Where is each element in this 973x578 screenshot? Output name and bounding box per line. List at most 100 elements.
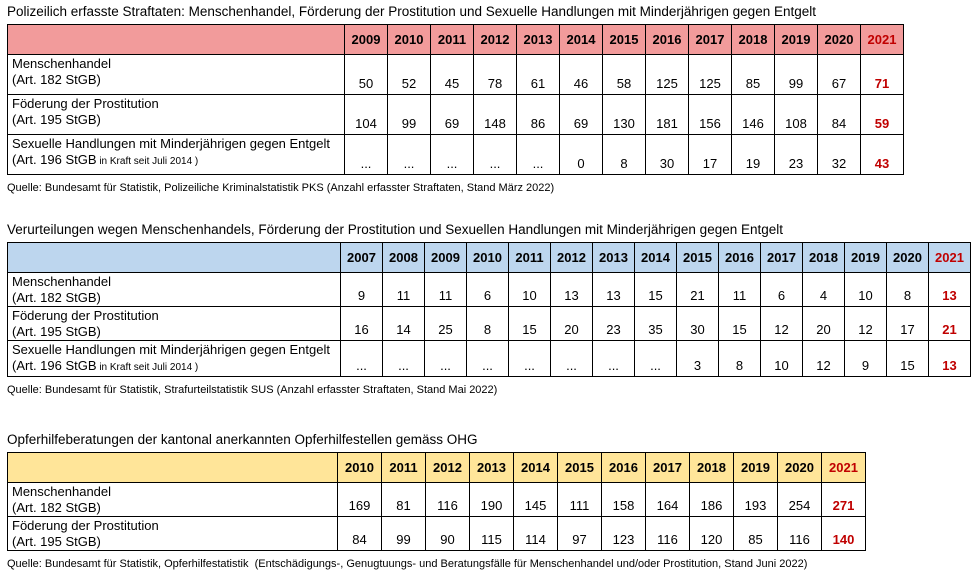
- value-cell: 145: [513, 482, 558, 517]
- police-statistics-table: 2009 2010 2011 2012 2013 2014 2015 2016 2017 2018…: [7, 24, 904, 175]
- value-cell: 11: [718, 272, 761, 307]
- year-header-2019: 2019: [844, 242, 887, 273]
- offence-name: Föderung der Prostitution: [12, 518, 159, 533]
- empty-corner-cell: [7, 452, 338, 483]
- value-cell: 116: [777, 516, 822, 551]
- source-note-victim-support: Quelle: Bundesamt für Statistik, Opferhi…: [7, 558, 808, 570]
- data-row: Sexuelle Handlungen mit Minderjährigen g…: [7, 340, 971, 377]
- year-header-2010: 2010: [466, 242, 509, 273]
- table-title-convictions: Verurteilungen wegen Menschenhandels, Fö…: [7, 222, 784, 237]
- value-cell: 69: [430, 94, 474, 135]
- value-cell: 84: [817, 94, 861, 135]
- value-cell: 130: [602, 94, 646, 135]
- value-cell: 254: [777, 482, 822, 517]
- offence-name: Föderung der Prostitution: [12, 96, 159, 111]
- data-row: Föderung der Prostitution (Art. 195 StGB)…: [7, 94, 904, 135]
- year-header-2013: 2013: [592, 242, 635, 273]
- value-cell: 10: [844, 272, 887, 307]
- value-cell: 6: [760, 272, 803, 307]
- value-cell: ...: [592, 340, 635, 377]
- year-header-2021: 2021: [928, 242, 971, 273]
- value-cell: 190: [469, 482, 514, 517]
- value-cell: ...: [508, 340, 551, 377]
- value-cell: 123: [601, 516, 646, 551]
- value-cell: ...: [340, 340, 383, 377]
- row-label: Föderung der Prostitution (Art. 195 StGB): [7, 516, 338, 551]
- value-cell: ...: [473, 134, 517, 175]
- value-cell: ...: [430, 134, 474, 175]
- value-cell: 85: [733, 516, 778, 551]
- value-cell: 15: [508, 306, 551, 341]
- value-cell: 99: [387, 94, 431, 135]
- year-header-2015: 2015: [557, 452, 602, 483]
- year-header-2020: 2020: [777, 452, 822, 483]
- year-header-2008: 2008: [382, 242, 425, 273]
- value-cell: ...: [382, 340, 425, 377]
- value-cell: 84: [337, 516, 382, 551]
- value-cell: 71: [860, 54, 904, 95]
- article-note: in Kraft seit Juli 2014 ): [96, 362, 199, 373]
- year-header-2014: 2014: [513, 452, 558, 483]
- value-cell: 6: [466, 272, 509, 307]
- value-cell: 43: [860, 134, 904, 175]
- convictions-statistics-table: 2007 2008 2009 2010 2011 2012 2013 2014 2015 2016…: [7, 242, 971, 377]
- value-cell: 8: [886, 272, 929, 307]
- offence-article: (Art. 182 StGB): [12, 290, 101, 305]
- year-header-2020: 2020: [817, 24, 861, 55]
- year-header-row: 2009 2010 2011 2012 2013 2014 2015 2016 2017 2018…: [7, 24, 904, 55]
- year-header-2014: 2014: [634, 242, 677, 273]
- year-header-2014: 2014: [559, 24, 603, 55]
- value-cell: 169: [337, 482, 382, 517]
- value-cell: ...: [344, 134, 388, 175]
- value-cell: 23: [774, 134, 818, 175]
- row-label: Föderung der Prostitution (Art. 195 StGB): [7, 94, 345, 135]
- value-cell: 8: [466, 306, 509, 341]
- article-note: in Kraft seit Juli 2014 ): [96, 156, 199, 167]
- value-cell: 108: [774, 94, 818, 135]
- value-cell: ...: [387, 134, 431, 175]
- value-cell: ...: [516, 134, 560, 175]
- value-cell: 32: [817, 134, 861, 175]
- value-cell: 8: [602, 134, 646, 175]
- empty-corner-cell: [7, 24, 345, 55]
- value-cell: 69: [559, 94, 603, 135]
- year-header-2007: 2007: [340, 242, 383, 273]
- data-row: Menschenhandel (Art. 182 StGB) 50 52 45 78 61 4…: [7, 54, 904, 95]
- value-cell: 181: [645, 94, 689, 135]
- value-cell: 148: [473, 94, 517, 135]
- value-cell: 20: [802, 306, 845, 341]
- value-cell: 15: [718, 306, 761, 341]
- offence-article: (Art. 182 StGB): [12, 500, 101, 515]
- year-header-2012: 2012: [473, 24, 517, 55]
- value-cell: 120: [689, 516, 734, 551]
- value-cell: 30: [645, 134, 689, 175]
- data-row: Sexuelle Handlungen mit Minderjährigen g…: [7, 134, 904, 175]
- offence-name: Menschenhandel: [12, 484, 112, 499]
- value-cell: 158: [601, 482, 646, 517]
- value-cell: 3: [676, 340, 719, 377]
- value-cell: 16: [340, 306, 383, 341]
- value-cell: 116: [425, 482, 470, 517]
- value-cell: ...: [424, 340, 467, 377]
- data-row: Föderung der Prostitution (Art. 195 StGB)…: [7, 306, 971, 341]
- year-header-2015: 2015: [602, 24, 646, 55]
- offence-article: (Art. 196 StGB in Kraft seit Juli 2014 ): [12, 152, 199, 167]
- section-convictions: Verurteilungen wegen Menschenhandels, Fö…: [7, 222, 973, 396]
- value-cell: 17: [688, 134, 732, 175]
- value-cell: 10: [760, 340, 803, 377]
- value-cell: 25: [424, 306, 467, 341]
- empty-corner-cell: [7, 242, 341, 273]
- data-row: Föderung der Prostitution (Art. 195 StGB)…: [7, 516, 866, 551]
- year-header-2012: 2012: [550, 242, 593, 273]
- source-note-convictions: Quelle: Bundesamt für Statistik, Strafur…: [7, 384, 498, 396]
- value-cell: ...: [466, 340, 509, 377]
- value-cell: ...: [634, 340, 677, 377]
- row-label: Menschenhandel (Art. 182 StGB): [7, 482, 338, 517]
- value-cell: 23: [592, 306, 635, 341]
- value-cell: 11: [424, 272, 467, 307]
- offence-article: (Art. 195 StGB): [12, 112, 101, 127]
- year-header-2010: 2010: [337, 452, 382, 483]
- year-header-2017: 2017: [760, 242, 803, 273]
- value-cell: 97: [557, 516, 602, 551]
- table-title-victim-support: Opferhilfeberatungen der kantonal anerka…: [7, 432, 478, 447]
